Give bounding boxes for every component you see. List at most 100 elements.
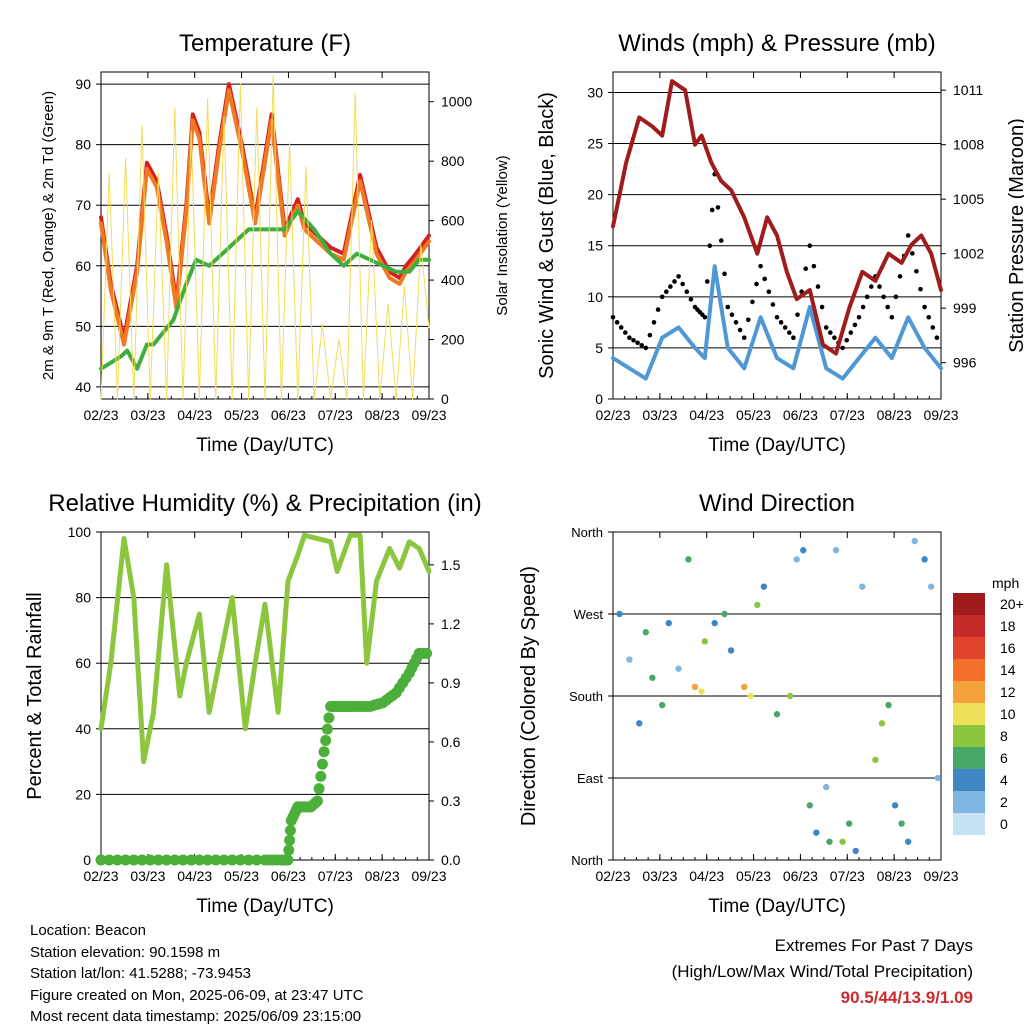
colorbar-label: 20+	[1000, 596, 1024, 612]
data-point	[283, 844, 295, 856]
data-point	[722, 271, 727, 277]
data-point	[631, 337, 636, 343]
colorbar-label: 18	[1000, 618, 1016, 634]
y2-tick-label: 0.9	[441, 675, 461, 691]
y2-tick-label: 999	[953, 300, 977, 316]
data-point	[651, 320, 657, 325]
y2-tick-label: 0.3	[441, 793, 461, 809]
y2-tick-label: 996	[953, 355, 977, 371]
wind-point	[616, 610, 623, 618]
x-tick-label: 05/23	[224, 868, 259, 884]
data-point	[627, 335, 632, 340]
data-point	[643, 345, 649, 351]
data-point	[807, 243, 813, 249]
y-tick-label: 60	[75, 655, 91, 671]
data-point	[316, 758, 328, 770]
y-tick-label: 40	[75, 721, 91, 737]
x-tick-label: 06/23	[783, 868, 818, 884]
wind-direction-points	[616, 537, 941, 855]
data-point	[284, 834, 296, 846]
y2-tick-label: 0.6	[441, 734, 461, 750]
x-tick-label: 07/23	[830, 407, 865, 423]
data-point	[762, 276, 767, 282]
colorbar-label: 0	[1000, 816, 1008, 832]
colorbar-label: 10	[1000, 706, 1016, 722]
data-point	[152, 854, 164, 866]
data-point	[193, 854, 205, 866]
wind-point	[911, 537, 918, 545]
wind-point	[839, 838, 846, 845]
colorbar-label: 6	[1000, 750, 1008, 766]
data-point	[782, 325, 788, 330]
data-point	[815, 284, 821, 289]
data-point	[877, 284, 882, 289]
series-pressure-line	[611, 79, 943, 356]
data-point	[848, 330, 854, 335]
data-point	[733, 320, 739, 325]
data-point	[144, 854, 156, 866]
y-axis-label: Sonic Wind & Gust (Blue, Black)	[536, 92, 558, 379]
y2-tick-label: 1002	[953, 246, 984, 262]
wind-point	[741, 683, 748, 691]
data-point	[702, 314, 708, 320]
station-info: Location: Beacon Station elevation: 90.1…	[30, 920, 364, 1028]
data-point	[177, 854, 189, 866]
data-point	[610, 314, 616, 320]
colorbar-swatch	[953, 813, 985, 835]
data-point	[885, 304, 890, 310]
data-point	[315, 770, 327, 782]
x-tick-label: 04/23	[689, 407, 724, 423]
data-point	[897, 274, 903, 279]
wind-point	[872, 756, 879, 763]
data-point	[705, 279, 710, 284]
data-point	[672, 279, 677, 284]
latlon-text: Station lat/lon: 41.5288; -73.9453	[30, 965, 252, 982]
x-tick-label: 05/23	[736, 407, 771, 423]
wind-point	[905, 838, 912, 845]
x-tick-label: 04/23	[689, 868, 724, 884]
wind-point	[934, 774, 941, 782]
colorbar-swatch	[953, 769, 985, 791]
x-tick-label: 05/23	[224, 407, 259, 423]
wind-point	[760, 583, 768, 590]
data-point	[791, 335, 796, 340]
x-tick-label: 03/23	[130, 407, 165, 423]
wind-point	[800, 547, 807, 554]
data-point	[860, 304, 866, 310]
x-tick-label: 06/23	[271, 407, 306, 423]
series-relative-humidity-line	[98, 532, 432, 765]
x-tick-label: 02/23	[83, 868, 118, 884]
data-point	[226, 854, 238, 866]
data-point	[243, 854, 255, 866]
data-point	[914, 268, 919, 274]
y2-tick-label: 1008	[953, 137, 984, 153]
data-point	[684, 289, 690, 295]
y-axis-label: Percent & Total Rainfall	[24, 592, 46, 800]
wind-point	[754, 601, 761, 609]
wind-point	[813, 829, 820, 836]
data-point	[136, 854, 148, 866]
y-tick-label: 100	[68, 524, 92, 540]
x-tick-label: 02/23	[83, 407, 118, 423]
y2-tick-label: 1000	[441, 94, 472, 110]
wind-point	[721, 610, 728, 618]
y-tick-label: 30	[587, 84, 603, 100]
plot-area-border	[100, 531, 430, 861]
location-text: Location: Beacon	[30, 922, 146, 939]
data-point	[128, 854, 140, 866]
chart-2-title: Relative Humidity (%) & Precipitation (i…	[48, 490, 481, 517]
y-tick-label: North	[571, 853, 603, 868]
series-9m-t-line	[99, 88, 431, 347]
extremes-box: Extremes For Past 7 Days (High/Low/Max W…	[553, 933, 973, 1011]
data-point	[311, 795, 323, 807]
colorbar-swatch	[953, 593, 985, 615]
wind-point	[793, 556, 800, 563]
data-point	[185, 854, 197, 866]
data-point	[321, 723, 333, 735]
y2-tick-label: 600	[441, 213, 465, 229]
y2-tick-label: 1011	[953, 82, 983, 98]
wind-point	[859, 583, 866, 590]
chart-3-title: Wind Direction	[699, 490, 855, 517]
data-point	[284, 824, 296, 836]
y-tick-label: 40	[75, 379, 91, 395]
